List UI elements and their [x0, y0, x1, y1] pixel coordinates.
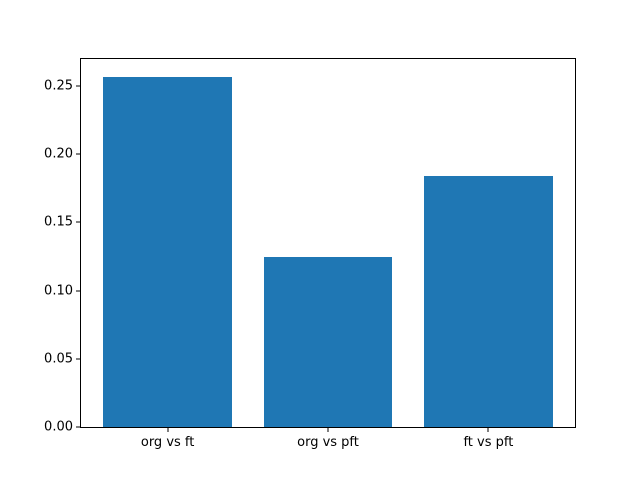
y-tick-mark [76, 426, 80, 428]
y-tick-mark [76, 153, 80, 155]
x-tick-mark [487, 428, 489, 432]
x-tick-mark [327, 428, 329, 432]
y-tick-label: 0.05 [44, 351, 73, 367]
y-tick-mark [76, 221, 80, 223]
bar-1 [103, 76, 232, 427]
y-tick-label: 0.00 [44, 419, 73, 435]
bar-3 [424, 176, 553, 427]
x-tick-mark [167, 428, 169, 432]
bar-2 [263, 256, 393, 427]
y-tick-label: 0.25 [44, 78, 73, 94]
x-tick-label: org vs pft [297, 435, 359, 450]
x-tick-label: org vs ft [140, 435, 195, 450]
y-tick-label: 0.15 [44, 214, 73, 230]
y-tick-mark [76, 85, 80, 87]
y-tick-mark [76, 290, 80, 292]
plot-area: org vs ft org vs pft ft vs pft 0.00 0.05 0.10… [44, 58, 576, 449]
y-tick-label: 0.20 [44, 146, 73, 162]
bars-container [81, 59, 575, 427]
y-tick-label: 0.10 [44, 283, 73, 299]
y-tick-mark [76, 358, 80, 360]
x-tick-label: ft vs pft [463, 435, 514, 450]
